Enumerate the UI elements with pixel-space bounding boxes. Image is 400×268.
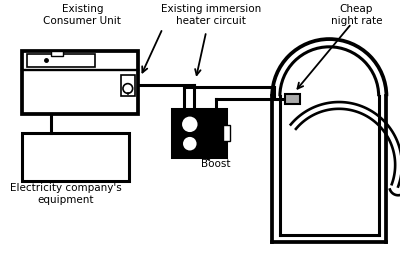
FancyBboxPatch shape	[22, 133, 129, 181]
Text: Electricity company's
equipment: Electricity company's equipment	[10, 183, 122, 205]
Text: Cheap
night rate: Cheap night rate	[331, 4, 382, 26]
FancyBboxPatch shape	[121, 75, 134, 96]
Circle shape	[123, 84, 133, 93]
Circle shape	[183, 137, 196, 150]
Text: Existing
Consumer Unit: Existing Consumer Unit	[43, 4, 121, 26]
FancyBboxPatch shape	[172, 109, 226, 157]
FancyBboxPatch shape	[223, 125, 230, 141]
Text: Boost: Boost	[201, 159, 231, 169]
FancyBboxPatch shape	[285, 94, 300, 104]
FancyBboxPatch shape	[22, 51, 138, 114]
FancyBboxPatch shape	[51, 51, 63, 55]
FancyBboxPatch shape	[27, 54, 95, 67]
Circle shape	[182, 117, 198, 132]
Text: Existing immersion
heater circuit: Existing immersion heater circuit	[161, 4, 261, 26]
